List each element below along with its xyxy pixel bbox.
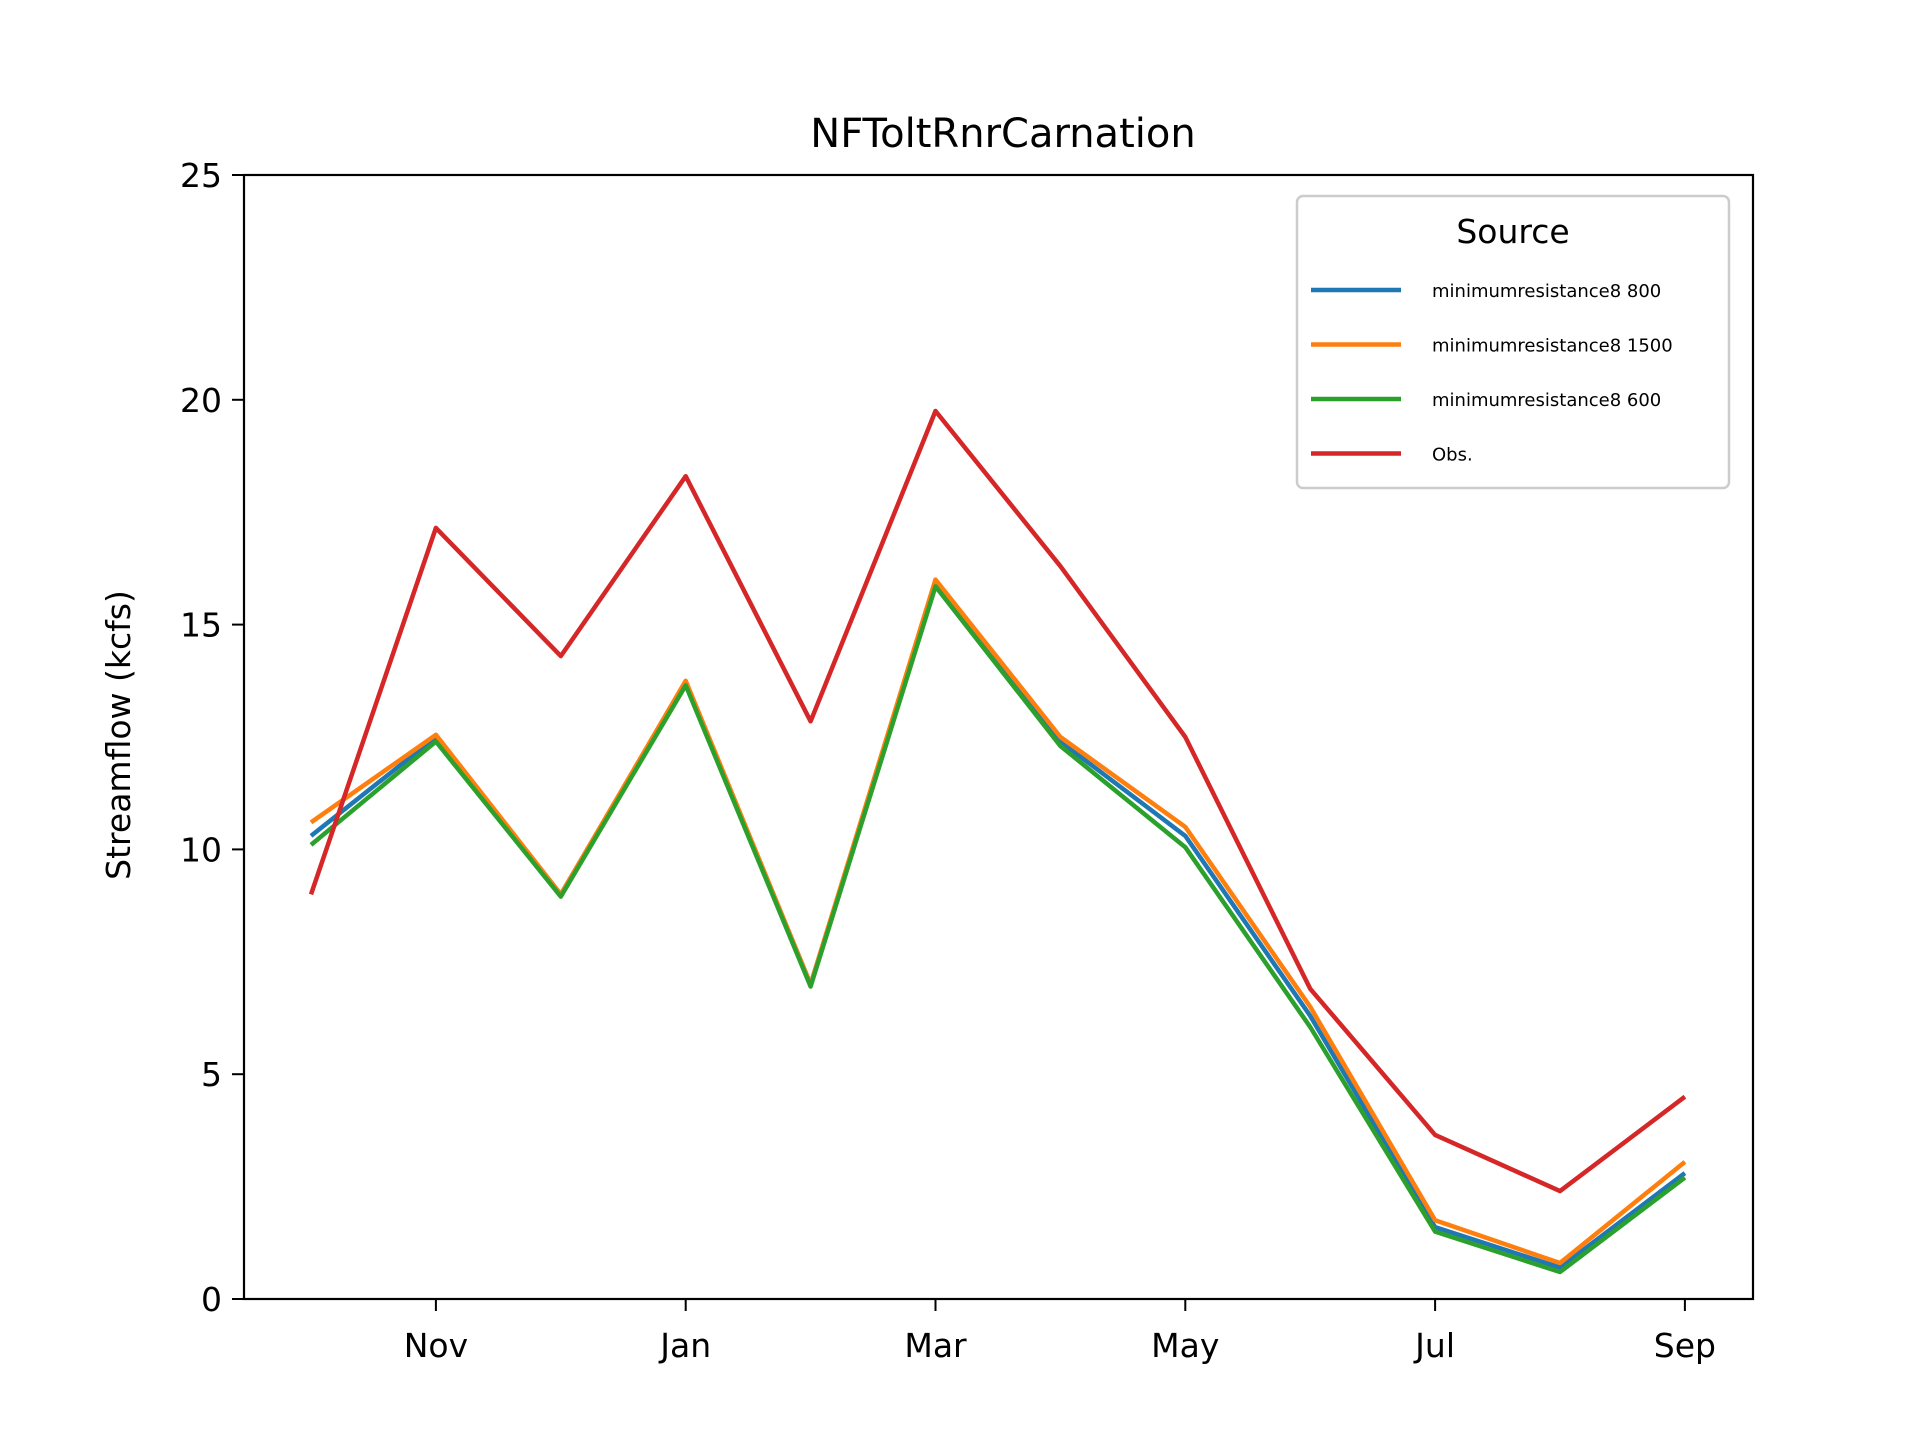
y-tick-label: 10: [180, 830, 222, 869]
y-axis-label: Streamflow (kcfs): [99, 590, 138, 880]
x-tick-label: Nov: [404, 1326, 468, 1365]
y-axis: 0 5 10 15 20 25: [180, 156, 244, 1319]
x-tick-label: Mar: [904, 1326, 967, 1365]
x-tick-label: May: [1151, 1326, 1219, 1365]
legend-box: [1295, 194, 1731, 490]
chart-title: NFToltRnrCarnation: [810, 111, 1195, 157]
x-axis: Nov Jan Mar May Jul Sep: [404, 1299, 1716, 1365]
legend-label: Obs.: [1432, 445, 1473, 466]
legend-label: minimumresistance8 800: [1432, 281, 1661, 302]
y-tick-label: 20: [180, 381, 222, 420]
x-tick-label: Jul: [1413, 1326, 1455, 1365]
x-tick-label: Sep: [1654, 1326, 1716, 1365]
legend-entries: minimumresistance8 800 minimumresistance8…: [1311, 281, 1673, 466]
y-tick-label: 5: [201, 1055, 222, 1094]
x-tick-label: Jan: [658, 1326, 711, 1365]
legend-label: minimumresistance8 1500: [1432, 336, 1673, 357]
legend: Source minimumresistance8 800minimumresi…: [1295, 194, 1731, 490]
y-tick-label: 0: [201, 1280, 222, 1319]
y-tick-label: 25: [180, 156, 222, 195]
legend-label: minimumresistance8 600: [1432, 390, 1661, 411]
series-line-2: [309, 584, 1687, 1275]
series-line-3: [308, 408, 1687, 1194]
plot-area: [308, 408, 1687, 1275]
y-tick-label: 15: [180, 606, 222, 645]
legend-title: Source: [1456, 212, 1569, 251]
plot-frame: [242, 173, 1755, 1301]
